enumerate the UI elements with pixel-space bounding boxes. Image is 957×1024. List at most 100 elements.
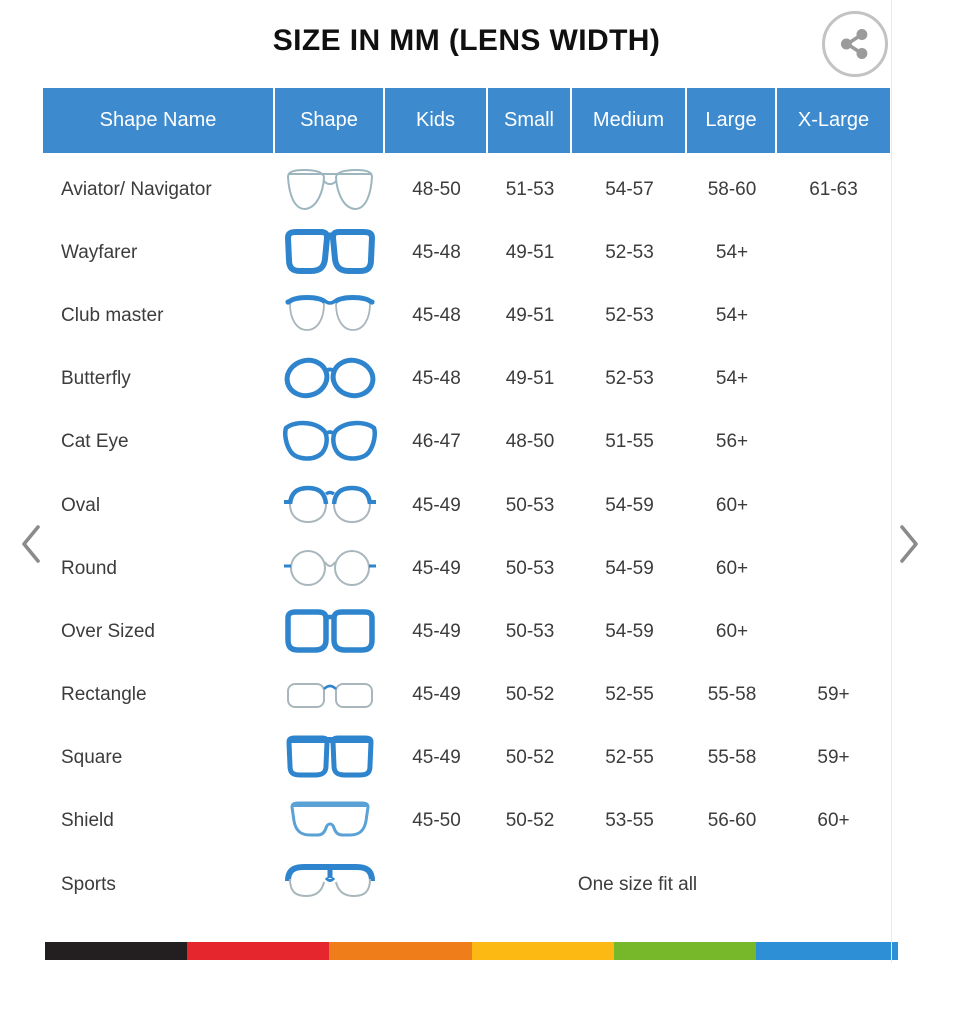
size-value-large: 54+ xyxy=(715,241,749,263)
cateye-glasses-icon xyxy=(275,411,385,474)
size-value-medium: 54-59 xyxy=(605,494,654,516)
size-value-medium: 54-57 xyxy=(605,178,654,200)
wayfarer-glasses-icon xyxy=(275,221,385,284)
size-value-medium: 54-59 xyxy=(605,557,654,579)
shape-name-cell: Aviator/ Navigator xyxy=(61,178,212,200)
size-value-kids: 45-48 xyxy=(412,368,461,390)
stripe-segment-red xyxy=(187,942,330,960)
size-value-medium: 52-55 xyxy=(605,684,654,706)
shape-name-cell: Over Sized xyxy=(61,620,155,642)
oval-glasses-icon xyxy=(275,474,385,537)
carousel-edge-divider xyxy=(891,0,892,963)
size-table-body: Aviator/ Navigator 48-50 51-53 54-57 58-60 61… xyxy=(43,158,890,916)
size-value-kids: 45-49 xyxy=(412,747,461,769)
aviator-glasses-icon xyxy=(275,158,385,221)
share-icon xyxy=(836,25,874,63)
carousel-next-button[interactable] xyxy=(892,518,926,570)
stripe-segment-orange xyxy=(329,942,472,960)
size-value-xlarge xyxy=(777,600,890,663)
size-value-medium: 52-53 xyxy=(605,368,654,390)
size-value-small: 50-53 xyxy=(505,557,555,579)
stripe-segment-green xyxy=(613,942,756,960)
size-value-xlarge xyxy=(777,411,890,474)
size-value-large: 54+ xyxy=(715,368,749,390)
rectangle-glasses-icon xyxy=(275,664,385,727)
size-value-xlarge xyxy=(777,537,890,600)
chevron-left-icon xyxy=(19,523,43,565)
size-value-medium: 54-59 xyxy=(605,620,654,642)
shape-name-cell: Cat Eye xyxy=(61,431,129,453)
one-size-note: One size fit all xyxy=(577,873,698,895)
size-value-kids: 45-49 xyxy=(412,494,461,516)
size-value-large: 55-58 xyxy=(707,684,757,706)
size-value-small: 48-50 xyxy=(505,431,555,453)
size-value-kids: 45-49 xyxy=(412,684,461,706)
sports-glasses-icon xyxy=(275,853,385,916)
shape-name-cell: Sports xyxy=(61,873,116,895)
size-value-large: 56+ xyxy=(715,431,749,453)
size-value-large: 55-58 xyxy=(707,747,757,769)
size-value-small: 50-52 xyxy=(505,684,555,706)
carousel-prev-button[interactable] xyxy=(14,518,48,570)
shape-name-cell: Round xyxy=(61,557,117,579)
brand-color-stripe xyxy=(45,942,899,960)
size-value-small: 49-51 xyxy=(505,368,555,390)
size-value-medium: 52-53 xyxy=(605,241,654,263)
size-value-medium: 52-55 xyxy=(605,747,654,769)
size-value-small: 50-52 xyxy=(505,810,555,832)
column-header-shape-name: Shape Name xyxy=(43,88,275,153)
size-value-large: 54+ xyxy=(715,304,749,326)
size-value-medium: 51-55 xyxy=(605,431,654,453)
shape-name-cell: Rectangle xyxy=(61,684,147,706)
size-value-kids: 45-48 xyxy=(412,241,461,263)
size-value-xlarge: 59+ xyxy=(817,684,850,706)
size-value-large: 60+ xyxy=(715,494,749,516)
stripe-segment-yellow xyxy=(471,942,614,960)
shape-name-cell: Wayfarer xyxy=(61,241,138,263)
size-value-kids: 45-50 xyxy=(412,810,461,832)
size-value-small: 49-51 xyxy=(505,241,555,263)
column-header-x-large: X-Large xyxy=(797,109,870,131)
share-button[interactable] xyxy=(822,11,888,77)
round-glasses-icon xyxy=(275,537,385,600)
column-header-small: Small xyxy=(488,88,572,153)
size-value-xlarge: 59+ xyxy=(817,747,850,769)
size-value-kids: 45-49 xyxy=(412,620,461,642)
size-value-xlarge xyxy=(777,348,890,411)
clubmaster-glasses-icon xyxy=(275,284,385,347)
column-header-shape: Shape xyxy=(275,88,385,153)
size-value-kids: 45-48 xyxy=(412,304,461,326)
size-value-small: 50-53 xyxy=(505,494,555,516)
butterfly-glasses-icon xyxy=(275,348,385,411)
size-value-small: 50-53 xyxy=(505,620,555,642)
column-header-kids: Kids xyxy=(385,88,488,153)
size-value-xlarge xyxy=(777,284,890,347)
size-value-medium: 52-53 xyxy=(605,304,654,326)
size-value-large: 56-60 xyxy=(707,810,757,832)
size-value-xlarge xyxy=(777,474,890,537)
shape-name-cell: Butterfly xyxy=(61,368,131,390)
square-glasses-icon xyxy=(275,727,385,790)
shape-name-cell: Shield xyxy=(61,810,114,832)
size-value-xlarge xyxy=(777,221,890,284)
shape-name-cell: Square xyxy=(61,747,123,769)
stripe-segment-blue xyxy=(755,942,899,960)
shape-name-cell: Oval xyxy=(61,494,101,516)
size-value-kids: 46-47 xyxy=(412,431,461,453)
size-value-small: 49-51 xyxy=(505,304,555,326)
size-value-small: 51-53 xyxy=(505,178,555,200)
size-value-small: 50-52 xyxy=(505,747,555,769)
shape-name-cell: Club master xyxy=(61,304,164,326)
column-header-medium: Medium xyxy=(572,88,687,153)
size-value-kids: 48-50 xyxy=(412,178,461,200)
oversized-glasses-icon xyxy=(275,600,385,663)
size-value-large: 58-60 xyxy=(707,178,757,200)
size-value-kids: 45-49 xyxy=(412,557,461,579)
size-table-header: Shape Name Shape Kids Small Medium Large X-Lar… xyxy=(43,88,890,153)
size-value-xlarge: 61-63 xyxy=(809,178,858,200)
shield-glasses-icon xyxy=(275,790,385,853)
page-title: SIZE IN MM (LENS WIDTH) xyxy=(272,24,661,57)
chevron-right-icon xyxy=(897,523,921,565)
size-value-xlarge: 60+ xyxy=(817,810,850,832)
size-value-large: 60+ xyxy=(715,557,749,579)
